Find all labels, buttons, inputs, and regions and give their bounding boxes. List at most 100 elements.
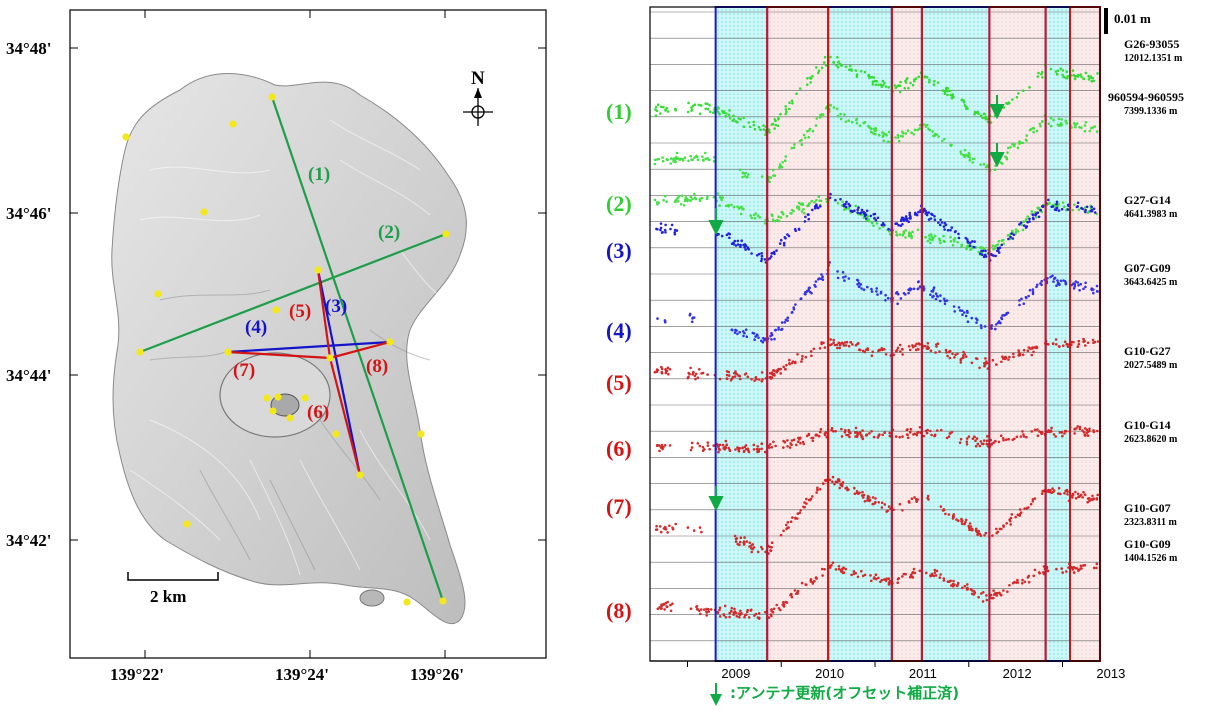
data-point — [805, 502, 808, 505]
data-point — [966, 240, 970, 243]
data-point — [908, 287, 912, 290]
data-point — [698, 444, 702, 448]
baseline-label-6: (6) — [307, 402, 329, 423]
gnss-stations — [122, 93, 450, 606]
data-point — [975, 527, 978, 531]
data-point — [933, 218, 937, 221]
data-point — [963, 104, 967, 107]
data-point — [1004, 155, 1007, 159]
data-point — [772, 607, 776, 611]
data-point — [874, 83, 878, 86]
data-point — [844, 120, 848, 123]
data-point — [705, 610, 708, 613]
data-point — [893, 84, 897, 87]
data-point — [730, 328, 734, 332]
data-point — [928, 237, 931, 240]
data-point — [690, 446, 694, 449]
data-point — [777, 326, 780, 330]
data-point — [990, 596, 993, 600]
data-point — [1080, 75, 1083, 79]
data-point — [805, 497, 808, 501]
data-point — [977, 112, 980, 116]
data-point — [1028, 288, 1032, 292]
data-point — [913, 128, 917, 132]
data-point — [779, 216, 783, 219]
data-point — [751, 331, 755, 335]
data-point — [879, 83, 883, 86]
data-point — [949, 93, 953, 97]
data-point — [743, 174, 747, 178]
data-point — [1061, 201, 1065, 204]
data-point — [1076, 201, 1080, 205]
data-point — [856, 208, 859, 212]
data-point — [989, 253, 993, 256]
data-point — [924, 125, 928, 128]
data-point — [914, 344, 917, 348]
data-point — [866, 499, 869, 502]
data-point — [704, 102, 707, 105]
data-point — [781, 603, 785, 607]
data-point — [687, 375, 690, 379]
data-point — [861, 437, 865, 441]
data-point — [763, 258, 767, 261]
data-point — [870, 354, 874, 358]
data-point — [904, 229, 907, 232]
data-point — [928, 128, 932, 132]
data-point — [696, 376, 700, 380]
data-point — [1088, 427, 1091, 431]
data-point — [653, 162, 657, 166]
x-axis: 2009 2010 2011 2012 2013 — [650, 660, 1125, 681]
data-point — [1011, 237, 1015, 240]
data-point — [779, 238, 783, 242]
data-point — [952, 515, 955, 519]
data-point — [822, 61, 826, 64]
data-point — [977, 250, 980, 254]
data-point — [821, 574, 824, 577]
data-point — [877, 501, 880, 504]
station-point — [269, 407, 277, 415]
data-point — [776, 124, 780, 128]
data-point — [1074, 490, 1077, 494]
data-point — [792, 438, 796, 442]
data-point — [1066, 345, 1070, 349]
data-point — [1042, 489, 1045, 493]
data-point — [896, 581, 899, 584]
data-point — [819, 115, 822, 118]
station-point — [224, 348, 232, 356]
data-point — [948, 580, 952, 583]
data-point — [1057, 124, 1060, 127]
data-point — [862, 496, 865, 499]
data-point — [1040, 205, 1044, 208]
data-point — [868, 219, 871, 223]
data-point — [663, 194, 667, 198]
data-point — [694, 372, 698, 376]
data-point — [965, 309, 969, 313]
data-point — [1036, 434, 1040, 438]
data-point — [973, 113, 976, 116]
data-point — [815, 491, 818, 494]
data-point — [656, 203, 659, 206]
data-point — [801, 440, 805, 444]
data-point — [912, 133, 916, 136]
data-point — [770, 614, 773, 618]
data-point — [980, 592, 983, 595]
data-point — [719, 195, 722, 199]
data-point — [764, 610, 767, 614]
data-point — [741, 175, 744, 179]
station-point — [183, 520, 191, 528]
data-point — [804, 215, 807, 219]
data-point — [689, 366, 692, 370]
data-point — [760, 252, 763, 255]
data-point — [844, 344, 848, 347]
data-point — [861, 490, 864, 494]
data-point — [960, 152, 963, 156]
data-point — [803, 211, 806, 215]
data-point — [837, 61, 840, 64]
data-point — [972, 157, 976, 161]
series-points — [653, 55, 1100, 620]
data-point — [972, 590, 976, 593]
data-point — [796, 353, 799, 356]
data-point — [961, 519, 964, 522]
data-point — [806, 83, 809, 86]
data-point — [942, 234, 945, 238]
